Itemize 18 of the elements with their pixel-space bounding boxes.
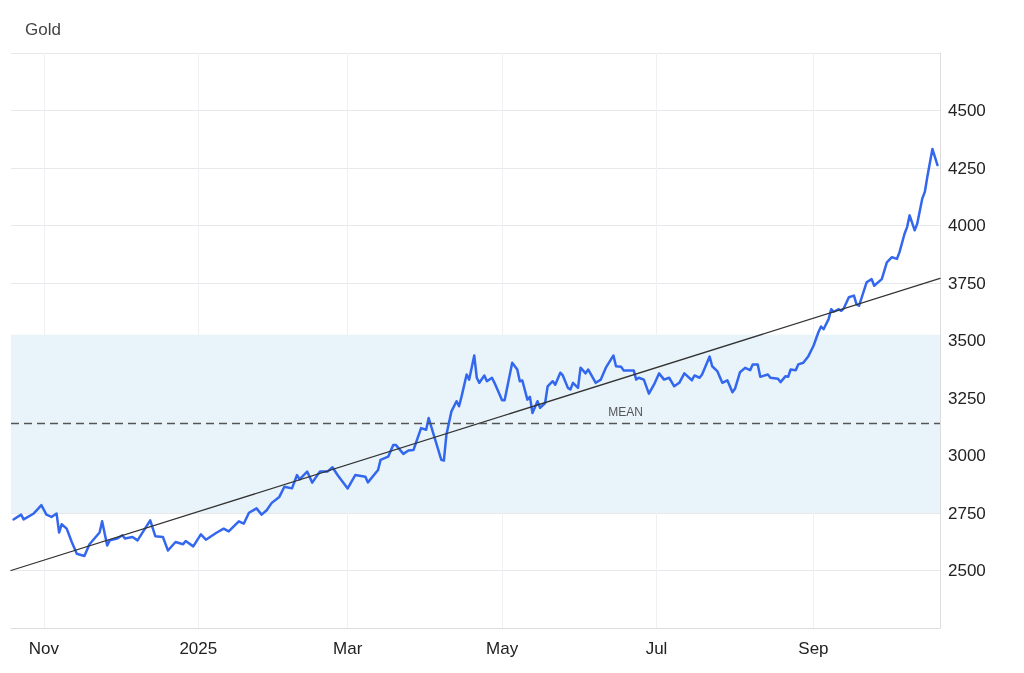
x-tick-label: Nov	[28, 639, 60, 658]
y-tick-label: 2500	[948, 561, 986, 580]
y-tick-label: 3250	[948, 388, 986, 408]
y-tick-label: 3500	[948, 331, 986, 350]
x-tick-label: Mar	[333, 639, 363, 658]
x-tick-label: May	[486, 639, 519, 658]
x-tick-label: 2025	[179, 639, 218, 658]
y-tick-label: 4000	[948, 216, 986, 235]
ref-line-label: MEAN	[608, 405, 643, 420]
x-tick-label: Jul	[645, 639, 668, 658]
chart-title: Gold	[25, 20, 61, 39]
line-series	[12, 147, 939, 558]
y-tick-label: 3000	[948, 446, 986, 465]
y-tick-label: 2750	[948, 503, 986, 523]
y-tick-label: 3750	[948, 273, 986, 293]
y-tick-label: 4250	[948, 158, 986, 178]
x-tick-label: Sep	[798, 639, 829, 658]
y-tick-label: 4500	[948, 101, 986, 120]
